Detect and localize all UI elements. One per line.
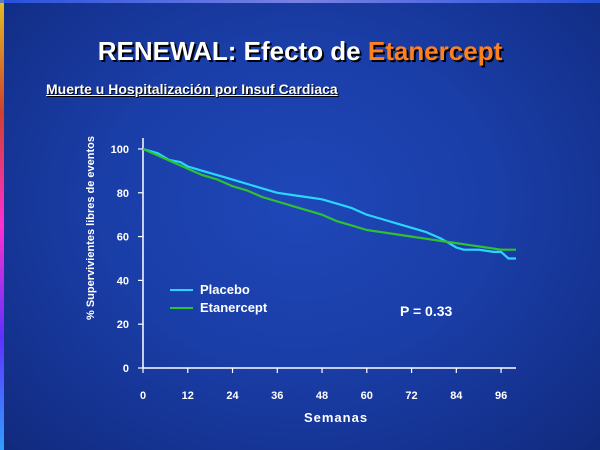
slide-top-edge-decoration xyxy=(0,0,600,3)
x-tick-label: 36 xyxy=(271,390,283,402)
y-tick-label: 60 xyxy=(117,232,129,244)
x-tick-label: 24 xyxy=(226,390,239,402)
x-tick-label: 60 xyxy=(361,390,373,402)
x-tick-label: 72 xyxy=(405,390,417,402)
x-tick-label: 84 xyxy=(450,390,463,402)
x-tick-label: 12 xyxy=(182,390,194,402)
x-tick-label: 48 xyxy=(316,390,328,402)
chart-axes: 0 20 40 60 80 100 0 12 24 36 48 60 72 84 96 xyxy=(111,138,516,402)
chart-legend: Placebo Etanercept xyxy=(170,282,268,315)
title-highlight: Etanercept xyxy=(367,36,503,66)
y-tick-label: 20 xyxy=(117,319,129,331)
legend-label-etanercept: Etanercept xyxy=(200,300,268,315)
series-line-placebo xyxy=(142,147,516,260)
legend-label-placebo: Placebo xyxy=(200,282,250,297)
slide-left-edge-decoration xyxy=(0,0,4,450)
slide-title: RENEWAL: Efecto de Etanercept xyxy=(0,36,600,67)
y-tick-label: 0 xyxy=(123,363,129,375)
y-tick-label: 100 xyxy=(111,144,129,156)
x-tick-label: 0 xyxy=(140,390,146,402)
slide-subtitle: Muerte u Hospitalización por Insuf Cardi… xyxy=(46,81,338,97)
y-tick-label: 40 xyxy=(117,275,129,287)
x-tick-label: 96 xyxy=(495,390,507,402)
chart-series xyxy=(142,147,516,260)
y-axis-label: % Supervivientes libres de eventos xyxy=(85,136,97,320)
series-line-etanercept xyxy=(142,147,516,251)
title-prefix: RENEWAL: Efecto de xyxy=(97,36,368,66)
y-tick-label: 80 xyxy=(117,188,129,200)
x-axis-label: Semanas xyxy=(304,410,368,425)
p-value-annotation: P = 0.33 xyxy=(400,303,453,319)
